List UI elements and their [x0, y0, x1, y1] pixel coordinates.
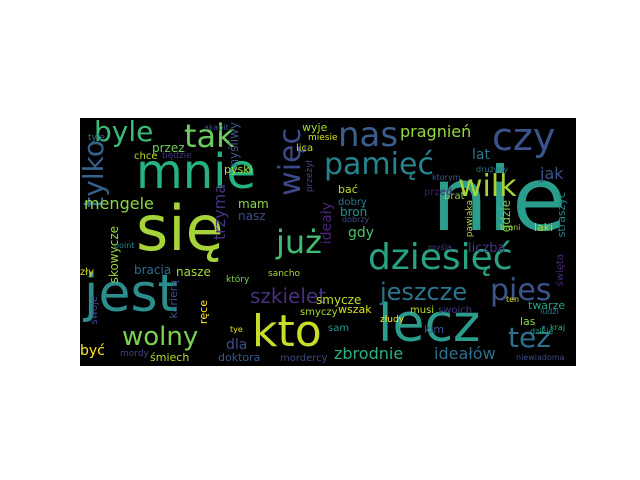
cloud-word: musi	[410, 305, 435, 316]
cloud-word: liczba	[468, 241, 506, 256]
cloud-word: myślą	[428, 243, 452, 252]
cloud-word: tak	[184, 118, 235, 155]
cloud-word: mengele	[84, 194, 154, 213]
cloud-word: ideałów	[434, 344, 496, 363]
cloud-word: niewiadoma	[516, 353, 565, 362]
cloud-word: pies	[490, 273, 552, 308]
cloud-word: dziesięć	[368, 237, 513, 278]
cloud-word: ideały	[319, 202, 335, 245]
cloud-word: więc	[273, 128, 308, 196]
cloud-word: akapit	[204, 123, 229, 132]
cloud-word: ręce	[197, 300, 210, 325]
cloud-word: szkielet	[250, 284, 327, 308]
cloud-word: lat	[472, 147, 490, 163]
cloud-word: mnie	[136, 144, 257, 200]
cloud-word: swoje	[89, 296, 100, 325]
cloud-word: który	[226, 275, 250, 285]
cloud-word: tye	[230, 325, 243, 334]
cloud-word: pamięć	[324, 147, 434, 182]
cloud-word: swoich	[438, 305, 473, 316]
cloud-word: bać	[338, 183, 358, 196]
cloud-word: doktora	[218, 351, 261, 364]
cloud-word: wilk	[458, 169, 517, 204]
cloud-word: nasz	[238, 209, 266, 223]
cloud-word: wyje	[302, 121, 328, 134]
cloud-word: dobry	[338, 197, 367, 208]
cloud-word: pawiaka	[465, 200, 475, 238]
cloud-word: dzikie	[530, 327, 554, 336]
cloud-word: pragnień	[400, 122, 472, 141]
word-cloud: nie się jest kto lecz dziesięć mnie nas czy tak by…	[80, 118, 576, 366]
cloud-word: dla	[226, 337, 248, 353]
cloud-word: karierą	[167, 280, 180, 319]
cloud-word: mordy	[120, 349, 149, 359]
cloud-word: się	[136, 192, 224, 265]
cloud-word: przez	[152, 141, 185, 155]
cloud-word: ludzi	[540, 307, 559, 316]
cloud-word: straszyć	[555, 192, 568, 238]
cloud-word: kraj	[550, 323, 566, 332]
cloud-word: święta	[555, 254, 566, 287]
cloud-word: śmiech	[150, 351, 190, 364]
cloud-word: ktorym	[432, 173, 461, 182]
cloud-word: wszak	[338, 303, 372, 316]
cloud-word: zbrodnie	[334, 344, 404, 363]
cloud-word: przed	[424, 187, 453, 198]
cloud-word: gdy	[348, 225, 375, 241]
cloud-word: smyczy	[300, 307, 338, 318]
cloud-word: point	[114, 241, 135, 250]
cloud-word: broń	[340, 205, 368, 219]
cloud-word: sam	[328, 323, 350, 334]
cloud-word: lica	[296, 143, 314, 154]
cloud-word: czy	[492, 118, 556, 159]
cloud-word: trzyma	[210, 184, 229, 241]
cloud-word: brat	[444, 191, 465, 202]
cloud-word: zły	[80, 267, 95, 278]
cloud-word: nie	[432, 148, 567, 251]
cloud-word: miesie	[308, 133, 338, 143]
cloud-word: laki	[534, 221, 554, 234]
cloud-word: jest	[84, 264, 178, 324]
cloud-word: być	[80, 343, 105, 359]
cloud-word: mordercy	[280, 353, 328, 364]
cloud-word: jak	[540, 164, 564, 183]
cloud-word: chce	[134, 151, 158, 162]
cloud-word: bracia	[134, 263, 172, 277]
cloud-word: złudy	[380, 315, 405, 325]
cloud-word: będzie	[162, 151, 192, 161]
cloud-word: ten	[506, 295, 520, 304]
cloud-word: też	[508, 321, 551, 354]
cloud-word: tyle	[88, 133, 105, 143]
cloud-word: smycze	[316, 293, 362, 307]
cloud-word: nasze	[176, 265, 211, 279]
cloud-word: drużyny	[476, 165, 509, 174]
cloud-word: pyski	[224, 163, 253, 176]
cloud-word: twarze	[528, 299, 566, 312]
cloud-word: byle	[94, 118, 154, 148]
cloud-word: przeżył	[305, 160, 315, 193]
cloud-word: mam	[238, 197, 269, 211]
cloud-word: broni	[500, 223, 521, 232]
cloud-word: kim	[424, 323, 445, 336]
cloud-word: lecz	[378, 294, 481, 354]
cloud-word: wolny	[122, 322, 199, 352]
cloud-word: już	[276, 223, 322, 261]
cloud-word: sancho	[268, 269, 301, 279]
cloud-word: las	[520, 315, 536, 328]
cloud-word: kto	[252, 306, 322, 357]
cloud-word: skowycze	[107, 226, 121, 284]
cloud-word: dobrzy	[342, 215, 370, 224]
cloud-word: nas	[338, 118, 399, 155]
cloud-word: jeszcze	[380, 278, 468, 306]
